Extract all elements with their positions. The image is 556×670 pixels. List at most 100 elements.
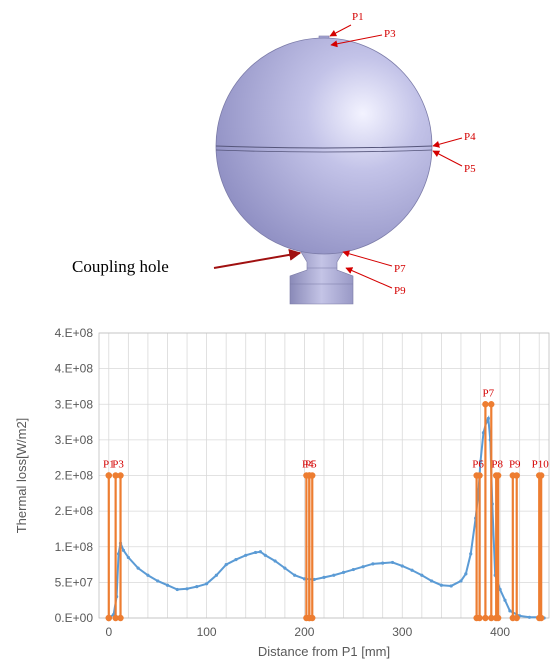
loss-point: [214, 573, 218, 577]
coupling-hole-arrow: [213, 248, 302, 269]
loss-point: [195, 585, 199, 589]
marker-point: [309, 472, 316, 479]
loss-point: [341, 570, 346, 575]
plot-frame: [98, 332, 550, 619]
marker-label-p4: P4: [302, 459, 314, 471]
loss-point: [224, 562, 228, 567]
loss-point: [302, 577, 307, 581]
marker-point: [494, 614, 502, 622]
marker-point: [476, 614, 483, 622]
loss-point: [175, 587, 179, 592]
y-tick-label: 3.E+08: [55, 397, 94, 411]
loss-point: [449, 584, 453, 588]
loss-point: [400, 564, 404, 568]
loss-point: [244, 553, 248, 557]
callout-p1: P1: [352, 11, 364, 23]
marker-label-p5: P5: [305, 459, 317, 471]
marker-point: [513, 472, 520, 479]
callout-p7: P7: [394, 263, 406, 275]
marker-point: [488, 401, 495, 408]
marker-p10: [538, 474, 543, 618]
x-tick-label: 400: [490, 625, 510, 639]
loss-point: [253, 550, 258, 555]
loss-point: [332, 573, 336, 577]
loss-point: [136, 566, 140, 570]
marker-label-p1: P1: [103, 459, 115, 471]
marker-point: [117, 472, 124, 479]
loss-point: [351, 567, 355, 572]
loss-point: [156, 579, 160, 583]
marker-point: [482, 401, 489, 408]
loss-point: [508, 609, 512, 613]
loss-point: [293, 573, 297, 577]
marker-point: [117, 614, 124, 622]
equator-seam: [215, 145, 433, 149]
marker-point: [309, 614, 316, 622]
loss-point: [263, 553, 267, 557]
loss-point: [498, 587, 502, 592]
y-tick-label: 2.E+08: [55, 469, 94, 483]
marker-label-p10: P10: [532, 459, 550, 471]
marker-point: [112, 472, 119, 479]
marker-point: [537, 614, 545, 622]
loss-point: [390, 560, 395, 565]
loss-point: [205, 582, 209, 586]
callout-p9: P9: [394, 285, 406, 297]
y-tick-label: 2.E+08: [55, 504, 94, 518]
callout-p3: P3: [384, 28, 396, 40]
marker-point: [488, 614, 495, 622]
marker-label-p8: P8: [491, 459, 503, 471]
loss-point: [185, 587, 189, 591]
loss-point: [146, 573, 150, 577]
y-tick-label: 5.E+07: [55, 575, 94, 589]
loss-point: [322, 575, 326, 579]
y-axis-title: Thermal loss[W/m2]: [14, 418, 29, 534]
marker-point: [476, 472, 483, 479]
marker-point: [105, 472, 112, 479]
callout-p5: P5: [464, 163, 476, 175]
axes: 0.E+00 5.E+07 1.E+08 2.E+08 2.E+08 3.E+08 3.E+…: [55, 326, 550, 639]
marker-label-p9: P9: [509, 459, 521, 471]
loss-point: [527, 615, 532, 619]
x-tick-label: 100: [197, 625, 217, 639]
marker-point: [513, 614, 520, 622]
loss-point: [459, 579, 463, 583]
loss-point: [420, 573, 424, 577]
loss-point: [165, 583, 170, 587]
loss-point: [371, 562, 375, 566]
sphere-body: [215, 37, 433, 255]
x-axis-title: Distance from P1 [mm]: [258, 644, 390, 659]
loss-point: [234, 557, 238, 562]
loss-point: [478, 459, 483, 463]
x-tick-label: 0: [105, 625, 112, 639]
marker-label-p6: P6: [472, 459, 484, 471]
loss-point: [410, 568, 414, 572]
loss-point: [503, 598, 507, 602]
loss-point: [258, 550, 263, 554]
marker-point: [537, 472, 545, 479]
loss-point: [126, 555, 130, 560]
loss-point: [273, 559, 277, 563]
loss-point: [361, 565, 365, 569]
loss-point: [121, 548, 126, 552]
marker-point: [112, 614, 119, 622]
marker-p8: [495, 474, 500, 618]
loss-point: [283, 566, 287, 570]
loss-point: [486, 416, 490, 421]
callout-p4: P4: [464, 131, 476, 143]
loss-point: [469, 552, 473, 556]
thermal-loss-chart: 0.E+00 5.E+07 1.E+08 2.E+08 2.E+08 3.E+08 3.E+…: [14, 326, 550, 659]
marker-point: [482, 614, 489, 622]
y-tick-label: 3.E+08: [55, 433, 94, 447]
y-tick-label: 0.E+00: [55, 611, 94, 625]
loss-point: [116, 552, 121, 556]
loss-line: [108, 415, 545, 619]
sphere-diagram: P1 P3 P4 P5 P7 P9 Coupling hole: [72, 11, 476, 305]
loss-point: [464, 572, 468, 576]
marker-label-p7: P7: [483, 387, 495, 399]
coupling-hole-label: Coupling hole: [72, 257, 169, 276]
y-tick-label: 4.E+08: [55, 326, 94, 340]
loss-point: [381, 561, 385, 565]
loss-point: [439, 583, 443, 587]
